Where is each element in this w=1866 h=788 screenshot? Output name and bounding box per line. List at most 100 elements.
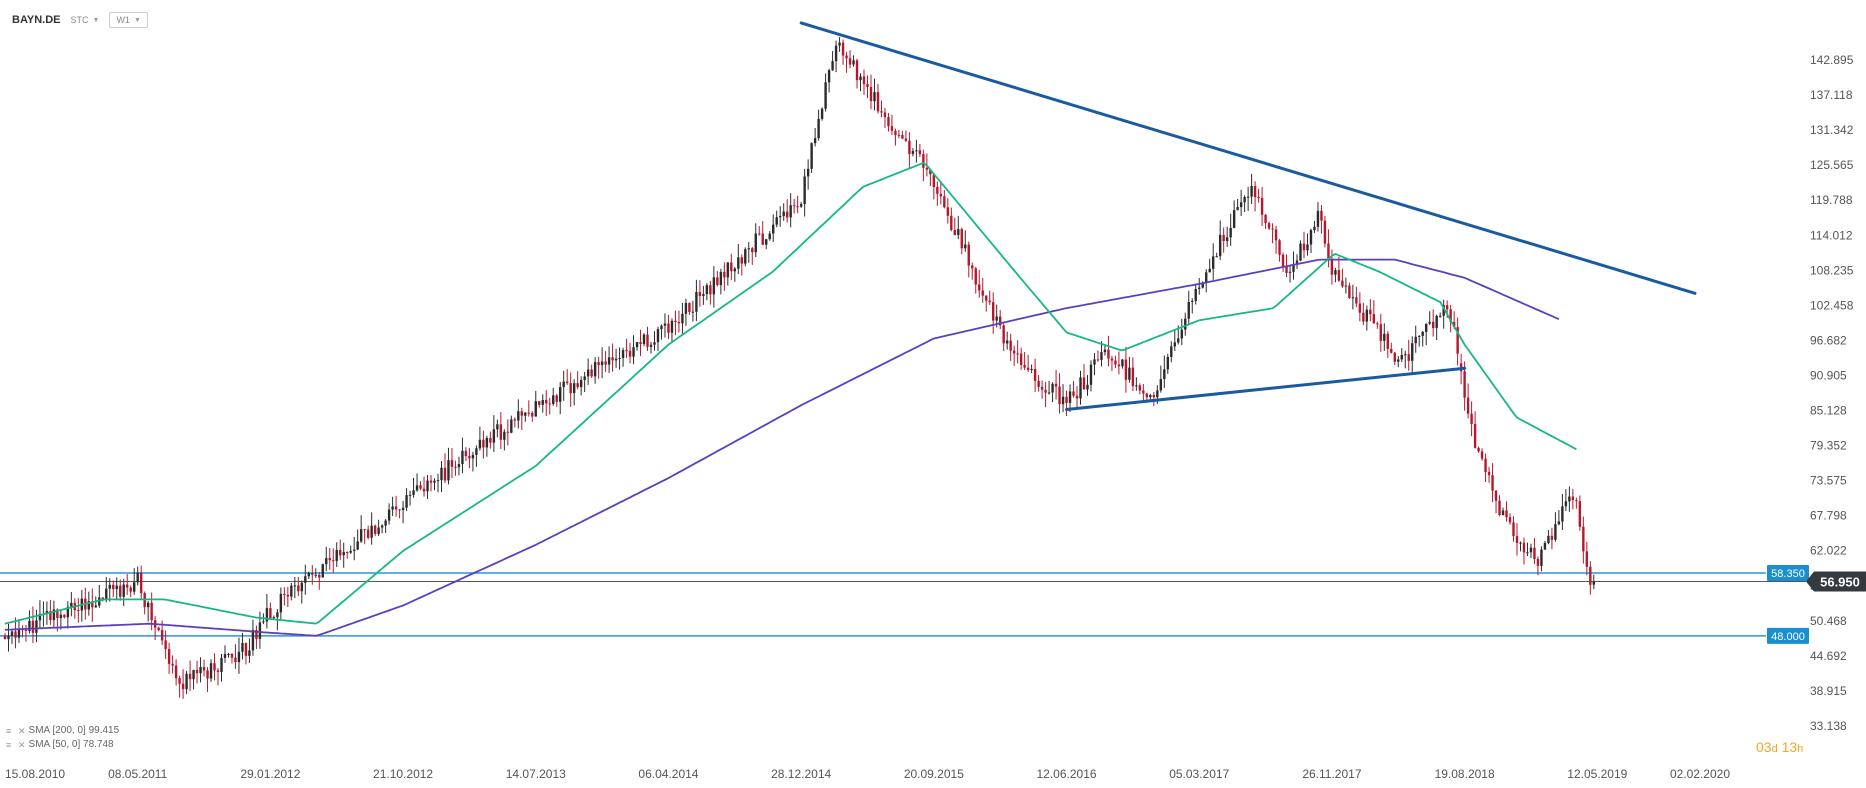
candle-body — [513, 419, 517, 421]
candle-body — [1571, 496, 1575, 501]
candle-body — [1536, 559, 1540, 566]
x-tick-label: 19.08.2018 — [1435, 767, 1495, 781]
candle-body — [227, 653, 230, 655]
candle-body — [1295, 260, 1299, 265]
candle-body — [1075, 395, 1079, 399]
candle-body — [492, 429, 496, 443]
candle-body — [810, 143, 813, 169]
candle-body — [1292, 264, 1295, 272]
y-tick-label: 50.468 — [1810, 614, 1847, 628]
resistance-trendline — [799, 21, 1697, 295]
candle-body — [471, 454, 475, 459]
candle-body — [1428, 321, 1431, 324]
candle-body — [1494, 490, 1498, 501]
candle-body — [1135, 385, 1138, 387]
candle-body — [1061, 396, 1065, 405]
candle-body — [213, 663, 216, 671]
candle-body — [1281, 254, 1285, 267]
y-tick-label: 85.128 — [1810, 404, 1847, 418]
candle-body — [1170, 346, 1173, 358]
candle-body — [1316, 210, 1320, 227]
y-tick-label: 131.342 — [1810, 123, 1854, 137]
candle-body — [146, 602, 150, 608]
candle-body — [625, 350, 628, 352]
candle-body — [813, 138, 817, 144]
symbol-label[interactable]: BAYN.DE — [12, 14, 61, 26]
y-tick-label: 137.118 — [1810, 88, 1853, 102]
candle-body — [45, 610, 49, 614]
candle-body — [918, 150, 922, 155]
chevron-down-icon: ▼ — [133, 16, 141, 24]
candle-body — [234, 657, 237, 663]
candle-body — [87, 601, 91, 610]
candle-body — [1550, 535, 1554, 540]
candle-body — [1142, 390, 1145, 394]
candle-body — [894, 130, 897, 135]
close-icon[interactable]: ✕ — [18, 740, 26, 750]
candle-body — [922, 154, 925, 168]
candle-body — [1529, 547, 1533, 553]
candle-body — [855, 60, 859, 81]
candle-body — [485, 437, 489, 448]
candle-body — [461, 450, 464, 465]
candle-body — [621, 350, 625, 358]
candle-body — [618, 357, 621, 359]
candle-body — [1589, 566, 1592, 585]
candle-body — [1466, 397, 1470, 414]
candle-body — [160, 630, 164, 641]
candle-body — [1051, 383, 1054, 393]
candle-body — [237, 651, 241, 663]
candle-body — [1215, 256, 1218, 258]
candle-body — [1355, 297, 1358, 304]
candle-body — [967, 244, 970, 266]
candle-body — [709, 285, 712, 295]
candle-body — [744, 249, 747, 264]
candle-body — [1114, 360, 1117, 365]
candle-body — [209, 663, 213, 679]
candle-body — [716, 277, 719, 286]
candle-body — [1582, 526, 1585, 552]
candle-body — [1477, 447, 1480, 452]
candle-body — [978, 284, 981, 291]
level-badge-label: 48.000 — [1771, 631, 1805, 643]
candle-body — [785, 211, 789, 218]
candle-body — [150, 602, 153, 621]
candle-body — [1205, 272, 1208, 284]
interval-dropdown[interactable]: W1 ▼ — [109, 12, 148, 28]
candle-body — [1407, 354, 1410, 361]
candle-body — [363, 529, 366, 531]
candle-body — [307, 572, 310, 577]
close-icon[interactable]: ✕ — [18, 726, 26, 736]
candle-body — [101, 597, 104, 599]
candle-body — [929, 169, 932, 175]
candle-body — [178, 678, 181, 684]
candle-body — [1498, 500, 1501, 516]
candle-body — [283, 593, 286, 595]
candle-countdown: 03d 13h — [1756, 739, 1803, 755]
candle-body — [262, 621, 265, 623]
candle-body — [1449, 309, 1452, 322]
candle-body — [1138, 385, 1142, 391]
settings-icon[interactable]: ≡ — [6, 726, 12, 736]
candle-body — [1044, 389, 1047, 393]
support-trendline — [1065, 366, 1467, 411]
candle-body — [740, 257, 743, 264]
chart-type-dropdown[interactable]: STC ▼ — [71, 15, 100, 25]
candle-body — [206, 670, 209, 679]
candle-body — [1505, 510, 1508, 518]
candle-body — [311, 572, 314, 575]
candle-body — [195, 670, 199, 674]
candle-body — [77, 610, 80, 612]
candle-body — [1400, 354, 1403, 360]
settings-icon[interactable]: ≡ — [6, 740, 12, 750]
candle-body — [1009, 340, 1012, 351]
chart-type-label: STC — [70, 15, 89, 25]
x-tick-label: 12.06.2016 — [1037, 767, 1097, 781]
candle-body — [499, 424, 503, 440]
candle-body — [579, 380, 583, 388]
candle-body — [593, 362, 597, 377]
x-axis: 15.08.2010 08.05.2011 29.01.2012 21.10.2012… — [5, 767, 1730, 781]
candle-body — [366, 529, 370, 538]
y-tick-label: 67.798 — [1810, 509, 1847, 523]
